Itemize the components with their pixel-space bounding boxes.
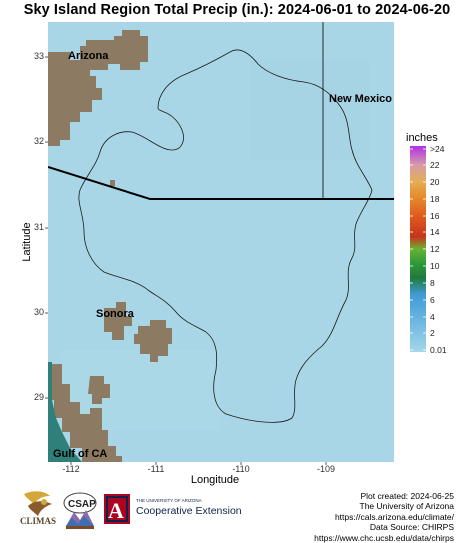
footer-url: https://cals.arizona.edu/climate/ — [334, 511, 454, 522]
label-arizona: Arizona — [68, 50, 109, 62]
region-outline — [78, 49, 373, 423]
legend-label: >24 — [430, 144, 445, 154]
map-title: Sky Island Region Total Precip (in.): 20… — [23, 2, 451, 18]
y-tick-label: 33 — [33, 51, 44, 61]
ua-small-text: THE UNIVERSITY OF ARIZONA — [136, 498, 202, 503]
footer-created: Plot created: 2024-06-25 — [360, 491, 454, 501]
legend-label: 12 — [430, 244, 440, 254]
label-gulf: Gulf of CA — [53, 448, 108, 460]
label-new-mexico: New Mexico — [329, 93, 392, 105]
axis-tick-marks — [45, 56, 327, 465]
legend-label: 8 — [430, 278, 435, 288]
legend-label: 16 — [430, 211, 440, 221]
logo-strip: CLIMAS CSAP A THE UNIVERSITY OF ARIZONA … — [18, 488, 248, 532]
x-tick-label: -110 — [232, 464, 250, 474]
y-tick-label: 32 — [33, 136, 44, 146]
y-tick-label: 30 — [33, 307, 44, 317]
plot-footer: Plot created: 2024-06-25 The University … — [314, 491, 454, 543]
label-sonora: Sonora — [96, 308, 134, 320]
y-tick-label: 29 — [33, 392, 44, 402]
footer-source-url: https://www.chc.ucsb.edu/data/chirps — [314, 532, 454, 543]
legend-label: 14 — [430, 227, 440, 237]
legend-label: 6 — [430, 295, 435, 305]
legend-label: 4 — [430, 312, 435, 322]
csap-text: CSAP — [68, 499, 96, 510]
legend-label: 18 — [430, 194, 440, 204]
x-axis-title: Longitude — [190, 474, 240, 486]
y-axis-title: Latitude — [21, 222, 33, 262]
us-mexico-border — [48, 166, 394, 200]
coop-extension-logo: THE UNIVERSITY OF ARIZONA Cooperative Ex… — [136, 498, 242, 517]
y-tick-label: 31 — [33, 222, 44, 232]
legend-ticks — [410, 148, 426, 351]
x-tick-label: -112 — [62, 464, 80, 474]
footer-source: Data Source: CHIRPS — [369, 522, 454, 533]
svg-text:A: A — [108, 498, 124, 523]
ua-logo: A — [104, 494, 130, 524]
footer-university: The University of Arizona — [359, 501, 454, 512]
legend-label: 20 — [430, 177, 440, 187]
legend-label: 22 — [430, 160, 440, 170]
climas-logo: CLIMAS — [20, 491, 56, 526]
gulf-water — [48, 362, 82, 462]
precip-patch — [250, 60, 370, 160]
no-data-area — [48, 30, 172, 462]
x-tick-label: -109 — [316, 464, 335, 474]
legend-colorbar — [410, 146, 426, 352]
legend-label: 2 — [430, 328, 435, 338]
climas-text: CLIMAS — [20, 516, 56, 526]
legend-label: 0.01 — [430, 345, 447, 355]
csap-logo: CSAP — [63, 492, 97, 529]
legend-label: 10 — [430, 261, 440, 271]
coop-text: Cooperative Extension — [136, 505, 242, 517]
x-tick-label: -111 — [147, 464, 165, 474]
legend-title: inches — [406, 132, 438, 144]
